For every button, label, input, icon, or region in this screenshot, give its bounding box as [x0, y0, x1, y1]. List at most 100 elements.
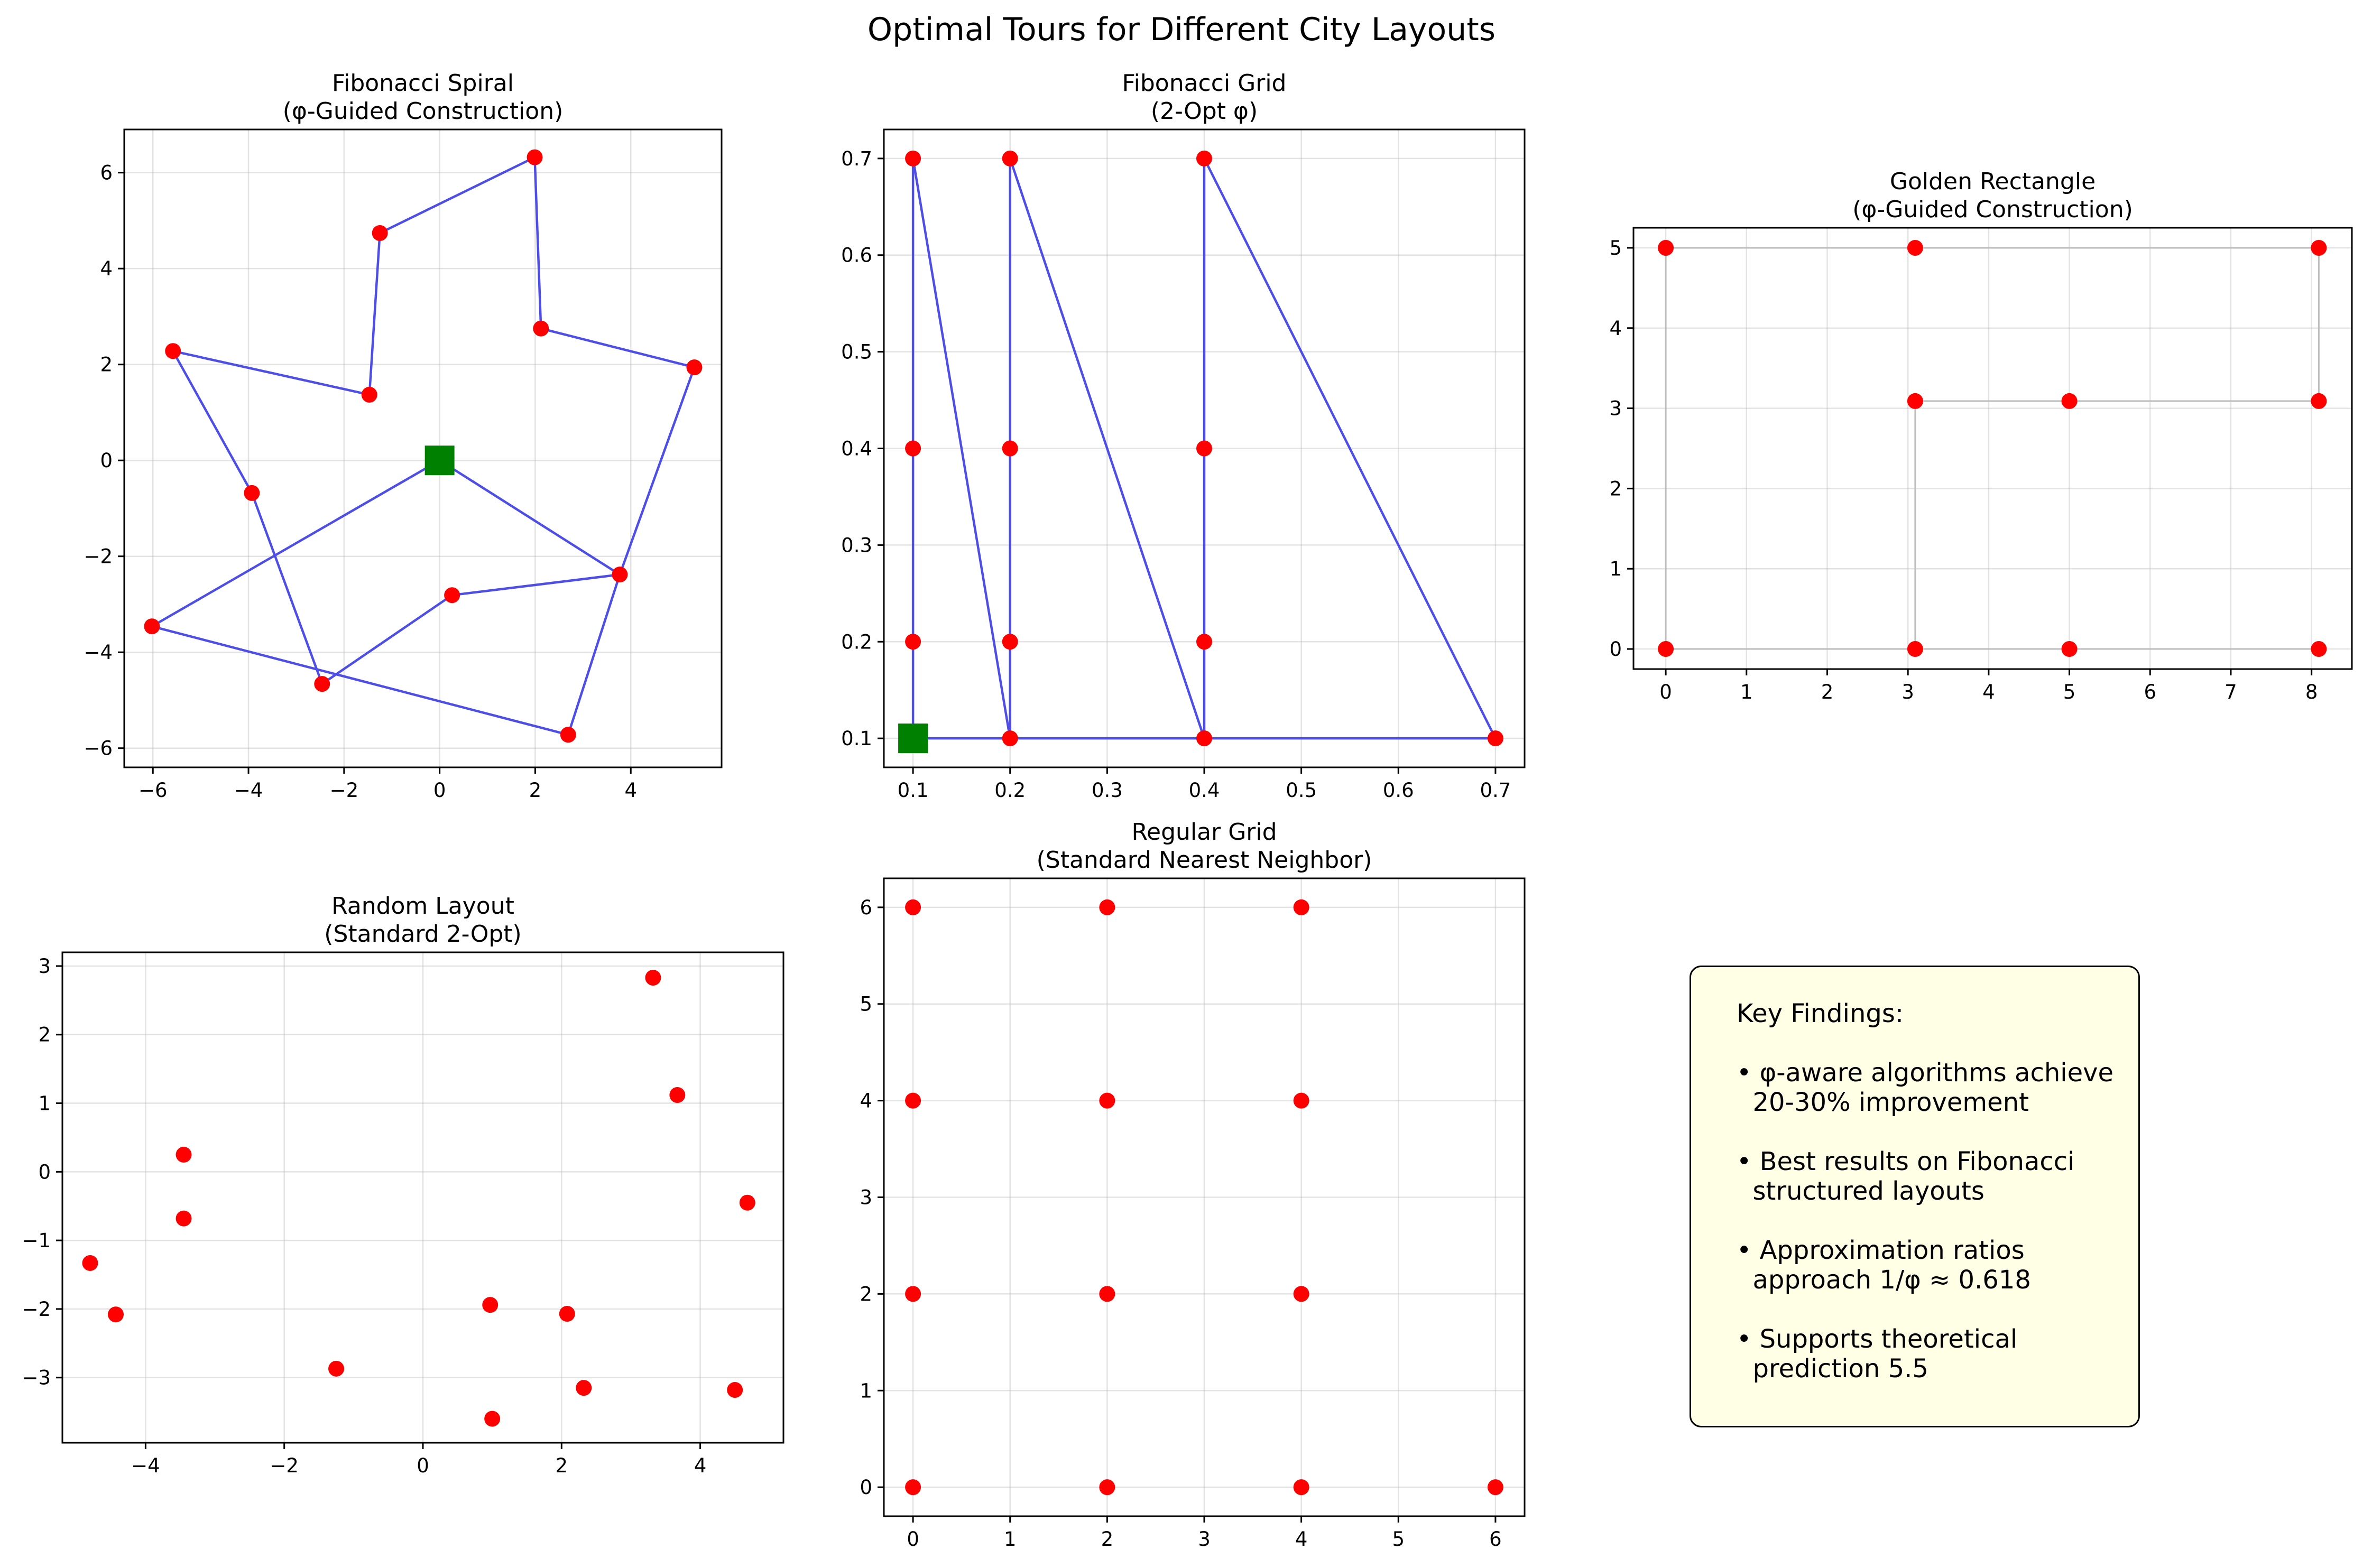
- x-tick-label: −2: [330, 779, 359, 802]
- findings-line: • Approximation ratios: [1737, 1236, 2025, 1265]
- x-tick-label: 0: [417, 1454, 429, 1477]
- city-point: [372, 225, 388, 242]
- city-point: [1487, 1479, 1503, 1496]
- x-tick-label: 5: [2063, 681, 2076, 703]
- y-tick-label: 0.5: [841, 341, 872, 364]
- subplot-title-line: Fibonacci Spiral: [332, 70, 514, 97]
- x-tick-label: 0: [433, 779, 446, 802]
- city-point: [1658, 641, 1674, 657]
- city-point: [905, 1286, 921, 1302]
- city-point: [559, 1305, 575, 1322]
- y-tick-label: 3: [1609, 397, 1622, 420]
- x-tick-label: −4: [234, 779, 263, 802]
- x-tick-label: 4: [624, 779, 637, 802]
- city-point: [905, 440, 921, 457]
- subplot-title-line: (Standard 2-Opt): [324, 921, 521, 948]
- tour-path: [151, 156, 696, 736]
- x-tick-label: 2: [1821, 681, 1834, 703]
- x-tick-label: 2: [556, 1454, 568, 1477]
- subplot-regular-grid: Regular Grid(Standard Nearest Neighbor) 0…: [860, 819, 1526, 1551]
- city-point: [482, 1297, 499, 1313]
- subplot-title-line: (φ-Guided Construction): [283, 98, 564, 125]
- x-tick-label: 0.3: [1092, 779, 1123, 802]
- city-point: [905, 899, 921, 915]
- tour-path: [1665, 247, 2320, 650]
- grid: [1633, 228, 2352, 669]
- city-point: [1099, 1092, 1115, 1109]
- city-point: [314, 676, 330, 692]
- city-point: [1002, 440, 1018, 457]
- subplot-title-line: (2-Opt φ): [1151, 98, 1258, 125]
- findings-line: Key Findings:: [1737, 999, 1904, 1028]
- axes-frame: [1632, 227, 2353, 670]
- key-findings-box: Key Findings: • φ-aware algorithms achiev…: [1690, 966, 2140, 1427]
- city-point: [527, 149, 543, 165]
- figure-title: Optimal Tours for Different City Layouts: [867, 11, 1496, 48]
- city-point: [686, 359, 703, 376]
- y-tick-label: 2: [100, 354, 113, 376]
- city-point: [1293, 1479, 1309, 1496]
- findings-line: [1737, 1117, 2128, 1147]
- y-tick-label: 1: [1609, 558, 1622, 580]
- findings-line: • Best results on Fibonacci: [1737, 1147, 2075, 1176]
- subplot-title-line: Regular Grid: [1131, 819, 1277, 846]
- y-tick-label: −1: [22, 1229, 51, 1252]
- x-tick-label: 8: [2305, 681, 2318, 703]
- x-tick-label: 2: [1101, 1528, 1114, 1551]
- city-point: [1002, 634, 1018, 650]
- city-point: [1293, 1092, 1309, 1109]
- x-tick-label: 1: [1004, 1528, 1017, 1551]
- y-tick-label: 4: [1609, 317, 1622, 340]
- x-tick-label: −6: [139, 779, 168, 802]
- findings-line: [1737, 1206, 2128, 1236]
- city-point: [328, 1360, 345, 1377]
- subplot-fib-spiral: Fibonacci Spiral(φ-Guided Construction) −…: [84, 70, 723, 802]
- x-tick-label: 0: [907, 1528, 919, 1551]
- x-tick-label: 0.4: [1189, 779, 1220, 802]
- findings-line: • Supports theoretical: [1737, 1324, 2018, 1354]
- city-point: [107, 1306, 124, 1323]
- y-tick-label: 2: [38, 1024, 51, 1046]
- x-tick-label: 0.6: [1383, 779, 1414, 802]
- city-point: [144, 618, 160, 635]
- y-tick-label: 5: [1609, 237, 1622, 259]
- city-point: [1487, 730, 1503, 747]
- city-point: [612, 567, 628, 583]
- city-point: [669, 1087, 686, 1103]
- city-point: [2061, 641, 2078, 657]
- findings-line: • φ-aware algorithms achieve: [1737, 1058, 2114, 1088]
- city-point: [2311, 393, 2327, 409]
- findings-line: prediction 5.5: [1737, 1354, 1928, 1384]
- city-point: [176, 1146, 192, 1163]
- city-point: [165, 343, 181, 359]
- y-tick-label: 0.1: [841, 727, 872, 750]
- x-tick-label: 0.5: [1286, 779, 1317, 802]
- y-tick-label: 0.7: [841, 147, 872, 170]
- x-tick-label: 4: [1982, 681, 1995, 703]
- city-point: [905, 150, 921, 166]
- findings-line: approach 1/φ ≈ 0.618: [1737, 1265, 2031, 1295]
- y-tick-label: 0.4: [841, 438, 872, 460]
- city-point: [727, 1382, 743, 1398]
- city-point: [560, 727, 576, 743]
- city-point: [244, 485, 260, 501]
- y-tick-label: 4: [860, 1090, 872, 1112]
- city-point: [2311, 239, 2327, 256]
- y-tick-label: 3: [860, 1186, 872, 1209]
- city-point: [1002, 150, 1018, 166]
- city-point: [1196, 634, 1212, 650]
- x-tick-label: −4: [131, 1454, 160, 1477]
- y-tick-label: 2: [1609, 477, 1622, 500]
- y-tick-label: 3: [38, 955, 51, 978]
- y-tick-label: −3: [22, 1367, 51, 1389]
- x-tick-label: 3: [1902, 681, 1914, 703]
- city-point: [905, 1092, 921, 1109]
- city-point: [444, 587, 460, 604]
- y-tick-label: 1: [860, 1379, 872, 1402]
- x-tick-label: 2: [529, 779, 542, 802]
- city-point: [1196, 730, 1212, 747]
- city-point: [576, 1380, 592, 1396]
- city-point: [1002, 730, 1018, 747]
- x-tick-label: 7: [2224, 681, 2237, 703]
